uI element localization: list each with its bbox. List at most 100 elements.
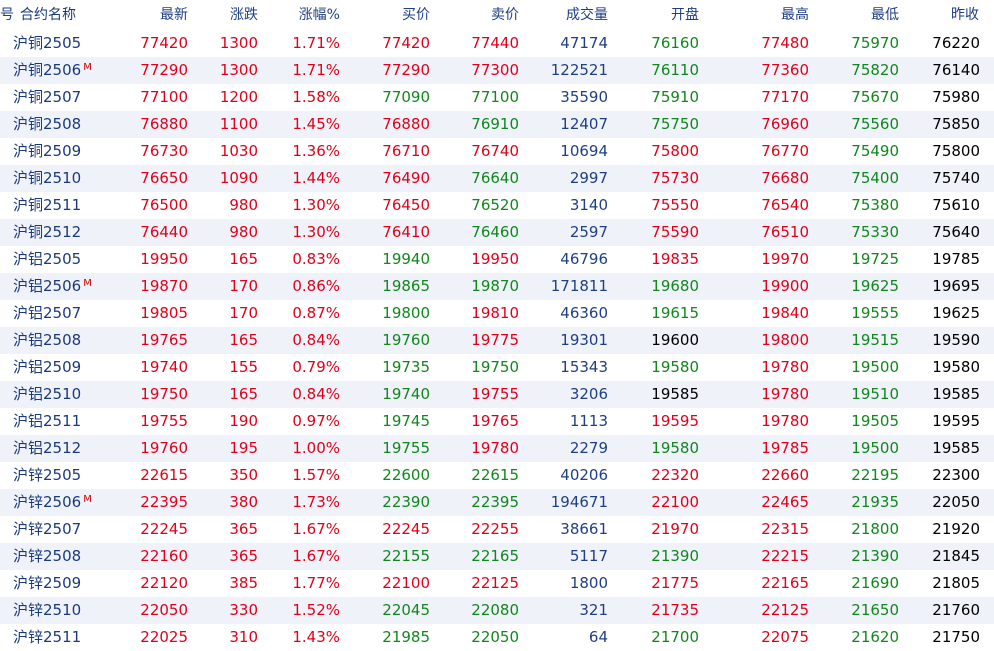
table-row[interactable]: 沪铝2505 19950 165 0.83% 19940 19950 46796 19835 1… (0, 246, 994, 273)
header-low[interactable]: 最低 (871, 7, 899, 23)
contract-name[interactable]: 沪锌2511 (13, 624, 123, 651)
cell-prev-close: 76220 (932, 34, 980, 52)
table-row[interactable]: 沪铜2510 76650 1090 1.44% 76490 76640 2997 75730 7… (0, 165, 994, 192)
header-bid[interactable]: 买价 (402, 7, 430, 23)
contract-name[interactable]: 沪铝2511 (13, 408, 123, 435)
cell-open: 75750 (651, 115, 699, 133)
table-row[interactable]: 沪铝2506 M 19870 170 0.86% 19865 19870 171811 1968… (0, 273, 994, 300)
contract-name[interactable]: 沪铜2508 (13, 111, 123, 138)
contract-name[interactable]: 沪铝2512 (13, 435, 123, 462)
cell-open: 75800 (651, 142, 699, 160)
cell-prev-close: 75800 (932, 142, 980, 160)
cell-volume: 122521 (550, 61, 608, 79)
contract-name[interactable]: 沪铜2512 (13, 219, 123, 246)
contract-name[interactable]: 沪铝2506 M (13, 273, 123, 300)
table-row[interactable]: 沪铜2508 76880 1100 1.45% 76880 76910 12407 75750… (0, 111, 994, 138)
cell-high: 76510 (761, 223, 809, 241)
cell-change: 170 (229, 277, 258, 295)
cell-bid: 77420 (382, 34, 430, 52)
contract-name[interactable]: 沪锌2507 (13, 516, 123, 543)
cell-bid: 19800 (382, 304, 430, 322)
cell-prev-close: 76140 (932, 61, 980, 79)
table-row[interactable]: 沪铝2508 19765 165 0.84% 19760 19775 19301 19600 1… (0, 327, 994, 354)
contract-name[interactable]: 沪铜2511 (13, 192, 123, 219)
cell-bid: 76450 (382, 196, 430, 214)
main-contract-badge: M (83, 278, 92, 289)
cell-change: 385 (229, 574, 258, 592)
header-ask[interactable]: 卖价 (491, 7, 519, 23)
cell-high: 19785 (761, 439, 809, 457)
contract-name[interactable]: 沪锌2508 (13, 543, 123, 570)
contract-name[interactable]: 沪锌2510 (13, 597, 123, 624)
cell-bid: 19865 (382, 277, 430, 295)
cell-last-price: 19750 (140, 385, 188, 403)
contract-name-text: 沪铜2505 (13, 34, 82, 52)
cell-change-percent: 1.30% (292, 196, 340, 214)
cell-volume: 1800 (569, 574, 608, 592)
contract-name[interactable]: 沪铝2509 (13, 354, 123, 381)
contract-name[interactable]: 沪铝2505 (13, 246, 123, 273)
contract-name[interactable]: 沪铜2507 (13, 84, 123, 111)
table-row[interactable]: 沪锌2505 22615 350 1.57% 22600 22615 40206 22320 2… (0, 462, 994, 489)
table-row[interactable]: 沪锌2507 22245 365 1.67% 22245 22255 38661 21970 2… (0, 516, 994, 543)
contract-name[interactable]: 沪铝2507 (13, 300, 123, 327)
cell-low: 19555 (851, 304, 899, 322)
header-prev-close[interactable]: 昨收 (951, 7, 979, 23)
cell-change: 170 (229, 304, 258, 322)
contract-name[interactable]: 沪锌2505 (13, 462, 123, 489)
contract-name[interactable]: 沪锌2509 (13, 570, 123, 597)
table-row[interactable]: 沪铝2511 19755 190 0.97% 19745 19765 1113 19595 19… (0, 408, 994, 435)
header-high[interactable]: 最高 (781, 7, 809, 23)
contract-name[interactable]: 沪铜2506 M (13, 57, 123, 84)
cell-high: 19900 (761, 277, 809, 295)
cell-high: 76540 (761, 196, 809, 214)
contract-name[interactable]: 沪锌2506 M (13, 489, 123, 516)
table-row[interactable]: 沪铜2509 76730 1030 1.36% 76710 76740 10694 75800… (0, 138, 994, 165)
header-last-price[interactable]: 最新 (160, 7, 188, 23)
cell-change-percent: 1.43% (292, 628, 340, 646)
header-change[interactable]: 涨跌 (230, 7, 258, 23)
table-row[interactable]: 沪锌2511 22025 310 1.43% 21985 22050 64 21700 2207… (0, 624, 994, 651)
cell-last-price: 77100 (140, 88, 188, 106)
cell-prev-close: 21920 (932, 520, 980, 538)
contract-name[interactable]: 沪铜2509 (13, 138, 123, 165)
table-row[interactable]: 沪铜2506 M 77290 1300 1.71% 77290 77300 122521 761… (0, 57, 994, 84)
cell-open: 19680 (651, 277, 699, 295)
table-row[interactable]: 沪铜2512 76440 980 1.30% 76410 76460 2597 75590 76… (0, 219, 994, 246)
cell-prev-close: 19585 (932, 385, 980, 403)
cell-last-price: 76650 (140, 169, 188, 187)
header-volume[interactable]: 成交量 (566, 7, 608, 23)
table-row[interactable]: 沪锌2506 M 22395 380 1.73% 22390 22395 194671 2210… (0, 489, 994, 516)
table-row[interactable]: 沪锌2509 22120 385 1.77% 22100 22125 1800 21775 22… (0, 570, 994, 597)
cell-ask: 22255 (471, 520, 519, 538)
table-row[interactable]: 沪锌2508 22160 365 1.67% 22155 22165 5117 21390 22… (0, 543, 994, 570)
table-row[interactable]: 沪铝2512 19760 195 1.00% 19755 19780 2279 19580 19… (0, 435, 994, 462)
cell-ask: 19780 (471, 439, 519, 457)
cell-prev-close: 75980 (932, 88, 980, 106)
cell-high: 77480 (761, 34, 809, 52)
contract-name[interactable]: 沪铝2510 (13, 381, 123, 408)
cell-change: 165 (229, 331, 258, 349)
table-row[interactable]: 沪铜2507 77100 1200 1.58% 77090 77100 35590 75910… (0, 84, 994, 111)
cell-ask: 19810 (471, 304, 519, 322)
cell-change-percent: 0.84% (292, 385, 340, 403)
contract-name[interactable]: 沪铝2508 (13, 327, 123, 354)
cell-change-percent: 1.77% (292, 574, 340, 592)
cell-low: 19505 (851, 412, 899, 430)
cell-prev-close: 21845 (932, 547, 980, 565)
cell-low: 75490 (851, 142, 899, 160)
cell-bid: 19760 (382, 331, 430, 349)
table-row[interactable]: 沪铝2510 19750 165 0.84% 19740 19755 3206 19585 19… (0, 381, 994, 408)
table-row[interactable]: 沪铝2509 19740 155 0.79% 19735 19750 15343 19580 1… (0, 354, 994, 381)
header-index[interactable]: 号 (0, 7, 14, 23)
header-change-percent[interactable]: 涨幅% (298, 7, 340, 23)
table-row[interactable]: 沪锌2510 22050 330 1.52% 22045 22080 321 21735 221… (0, 597, 994, 624)
header-open[interactable]: 开盘 (671, 7, 699, 23)
contract-name[interactable]: 沪铜2510 (13, 165, 123, 192)
header-contract-name[interactable]: 合约名称 (20, 7, 76, 23)
cell-bid: 19745 (382, 412, 430, 430)
table-row[interactable]: 沪铜2511 76500 980 1.30% 76450 76520 3140 75550 76… (0, 192, 994, 219)
table-row[interactable]: 沪铝2507 19805 170 0.87% 19800 19810 46360 19615 1… (0, 300, 994, 327)
contract-name[interactable]: 沪铜2505 (13, 30, 123, 57)
table-row[interactable]: 沪铜2505 77420 1300 1.71% 77420 77440 47174 76160… (0, 30, 994, 57)
